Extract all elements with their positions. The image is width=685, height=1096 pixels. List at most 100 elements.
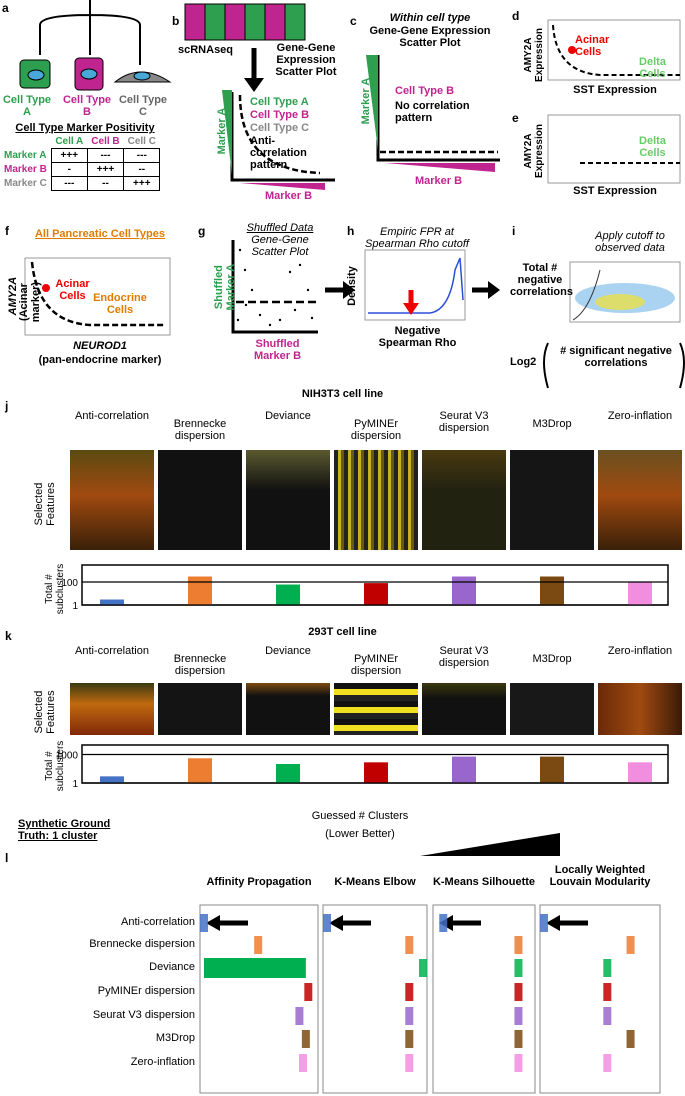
panel-letter: f: [5, 224, 9, 238]
strip-marker: [405, 1007, 414, 1025]
nucleus: [80, 68, 98, 80]
column-header: Cell C: [127, 136, 156, 147]
lower-better-wedge: [420, 833, 560, 856]
arrow-head: [206, 915, 220, 931]
cluster-label: Acinar Cells: [55, 278, 90, 303]
strip-marker: [514, 1030, 523, 1048]
y-axis-label: Marker A: [359, 77, 372, 125]
bar: [188, 576, 212, 605]
subplot-title: K-Means Silhouette: [432, 876, 536, 888]
marker-b-wedge: [385, 163, 495, 172]
heatmap: [70, 450, 154, 550]
heatmap: [422, 683, 506, 735]
strip-marker: [419, 959, 427, 977]
marker-table: Cell A Cell B Cell C Marker A +++ --- --- Marke…: [0, 135, 161, 191]
heatmap: [70, 683, 154, 735]
bar: [276, 584, 300, 605]
table-cell: +++: [50, 148, 88, 163]
plot-title: Shuffled Data: [246, 222, 314, 234]
method-label: Deviance: [265, 645, 311, 657]
panel-letter: c: [350, 14, 357, 28]
panel-letter: g: [198, 224, 206, 238]
heatmap: [334, 683, 418, 735]
lineage-tree: [39, 0, 141, 65]
bar: [628, 581, 652, 605]
axis-subtitle: (Lower Better): [325, 828, 395, 840]
ground-truth-label: Synthetic Ground Truth: 1 cluster: [18, 818, 111, 843]
point: [568, 46, 576, 54]
subplot-frames: [199, 904, 661, 1094]
panel-letter: j: [5, 399, 9, 413]
row-label: Zero-inflation: [130, 1056, 195, 1068]
bar: [364, 583, 388, 605]
strip-marker: [603, 959, 612, 977]
anti-correlation-arrows: [206, 915, 588, 931]
method-label: Brennecke dispersion: [173, 418, 227, 443]
heatmap: [158, 450, 242, 550]
legend-entry: Cell Type A: [250, 96, 309, 108]
strip-marker: [323, 914, 331, 932]
bar: [204, 958, 306, 978]
panel-letter: h: [347, 224, 355, 238]
strip-marker: [514, 959, 523, 977]
bar: [540, 576, 564, 605]
heatmap: [510, 450, 594, 550]
strip-marker: [514, 983, 523, 1001]
y-tick-label: 1000: [56, 751, 79, 762]
arrow-head: [329, 915, 343, 931]
strip-marker: [603, 1007, 612, 1025]
table-cell: +++: [123, 176, 161, 191]
row-label: M3Drop: [155, 1032, 195, 1044]
row-label: Anti-correlation: [121, 916, 195, 928]
cluster-label: Acinar Cells: [575, 34, 610, 59]
strip-marker: [405, 1054, 414, 1072]
arrow-head: [343, 281, 355, 299]
y-tick-label: 1: [72, 601, 78, 612]
strip-marker: [514, 936, 523, 954]
curve: [552, 24, 680, 76]
x-axis-label: Shuffled Marker B: [253, 338, 302, 363]
table-cell: -: [50, 162, 88, 177]
y-axis-label: AMY2A Expression: [523, 124, 545, 178]
section-title: 293T cell line: [308, 626, 377, 638]
heatmap: [598, 683, 682, 735]
cluster-label: Delta Cells: [639, 135, 666, 160]
table-cell: ---: [50, 176, 88, 191]
marker-a-wedge: [222, 90, 232, 175]
y-axis-label: Density: [345, 266, 358, 306]
x-axis-label: Marker B: [415, 175, 463, 187]
row-header: Marker C: [4, 178, 47, 189]
strip-marker: [514, 1007, 523, 1025]
strip-marker: [200, 914, 208, 932]
panel-letter: e: [512, 111, 519, 125]
panel-letter: d: [512, 9, 520, 23]
x-axis-sublabel: (pan-endocrine marker): [38, 354, 162, 366]
marker-b-wedge: [240, 183, 325, 190]
bar: [276, 764, 300, 783]
table-cell: --: [123, 162, 161, 177]
method-label: Anti-correlation: [75, 410, 149, 422]
section-title: NIH3T3 cell line: [301, 388, 384, 400]
bar: [628, 762, 652, 783]
x-axis-label: # significant negative correlations: [560, 345, 672, 370]
plot-title: Gene-Gene Expression Scatter Plot: [275, 42, 337, 79]
legend-entry: Cell Type B: [395, 85, 455, 97]
plot-frame: [569, 261, 681, 323]
method-label: M3Drop: [532, 418, 572, 430]
y-axis-label: Total # negative correlations: [510, 262, 573, 299]
method-label: scRNAseq: [178, 44, 234, 56]
strip-marker: [626, 1030, 635, 1048]
heatmap: [422, 450, 506, 550]
strip-marker: [405, 983, 414, 1001]
plot-frame: [24, 257, 171, 336]
y-tick-label: 100: [61, 578, 78, 589]
row-label: PyMINEr dispersion: [97, 985, 195, 997]
bar: [452, 576, 476, 605]
axis-title: Guessed # Clusters: [311, 810, 409, 822]
method-label: Zero-inflation: [607, 410, 673, 422]
plot-frame: [364, 249, 466, 321]
cutoff-arrow-head: [403, 303, 419, 315]
plot-title: Empiric FPR at Spearman Rho cutoff: [365, 226, 469, 251]
method-label: PyMINEr dispersion: [350, 418, 402, 443]
